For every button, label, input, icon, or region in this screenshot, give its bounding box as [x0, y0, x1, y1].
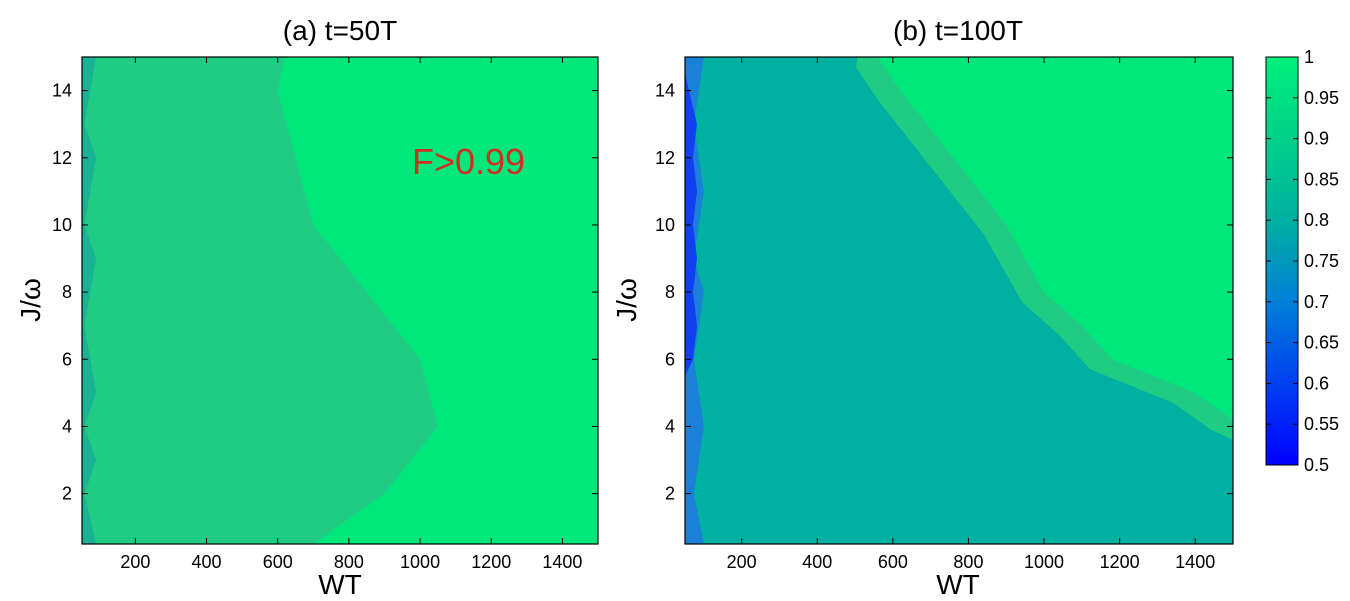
- panel-b-heatmap: [685, 57, 1233, 544]
- panel-b-title: (b) t=100T: [893, 15, 1023, 46]
- x-tick-label: 1400: [542, 552, 582, 572]
- x-tick-label: 200: [120, 552, 150, 572]
- y-tick-label: 2: [665, 484, 675, 504]
- panel-a-frame: [81, 56, 599, 545]
- y-tick-label: 2: [62, 484, 72, 504]
- y-tick-label: 14: [52, 81, 72, 101]
- x-tick-label: 600: [878, 552, 908, 572]
- colorbar-tick-label: 0.85: [1304, 169, 1339, 189]
- colorbar-tick-label: 0.8: [1304, 210, 1329, 230]
- y-tick-label: 12: [52, 148, 72, 168]
- panel-a-heatmap: [82, 57, 598, 544]
- y-tick-label: 8: [62, 282, 72, 302]
- x-tick-label: 800: [334, 552, 364, 572]
- panel-a-xlabel: WT: [318, 569, 362, 600]
- panel-a-title: (a) t=50T: [283, 15, 397, 46]
- panel-a-annotation: F>0.99: [412, 141, 525, 182]
- x-tick-label: 1400: [1175, 552, 1215, 572]
- colorbar-ticks: 0.5 0.55 0.6 0.65 0.7 0.75 0.8 0.85 0.9 0.95 1: [1266, 47, 1339, 475]
- x-tick-label: 1200: [471, 552, 511, 572]
- x-tick-label: 800: [953, 552, 983, 572]
- panel-b-high-region: [877, 57, 1233, 420]
- x-tick-label: 1000: [1024, 552, 1064, 572]
- x-tick-label: 200: [727, 552, 757, 572]
- panel-a-mid-region: [82, 57, 438, 544]
- y-tick-label: 6: [62, 349, 72, 369]
- colorbar-gradient: [1265, 56, 1299, 466]
- x-tick-label: 400: [802, 552, 832, 572]
- colorbar-tick-label: 0.95: [1304, 88, 1339, 108]
- panel-a-y-ticks: 2 4 6 8 10 12 14: [52, 81, 598, 504]
- panel-a: (a) t=50T 200 400 600 800 1000 1200 1400 2 4 6 8 1…: [15, 15, 599, 600]
- colorbar-tick-label: 0.9: [1304, 129, 1329, 149]
- colorbar-tick-label: 0.5: [1304, 455, 1329, 475]
- x-tick-label: 400: [192, 552, 222, 572]
- panel-a-ylabel: J/ω: [15, 278, 46, 322]
- panel-a-x-ticks: 200 400 600 800 1000 1200 1400: [120, 57, 582, 572]
- colorbar-tick-label: 0.6: [1304, 373, 1329, 393]
- panel-b-y-ticks: 2 4 6 8 10 12 14: [655, 81, 1233, 504]
- colorbar-tick-label: 1: [1304, 47, 1314, 67]
- panel-b-x-ticks: 200 400 600 800 1000 1200 1400: [727, 57, 1215, 572]
- panel-b-frame: [684, 56, 1234, 545]
- y-tick-label: 10: [52, 215, 72, 235]
- panel-b-xlabel: WT: [936, 569, 980, 600]
- panel-b-ylabel: J/ω: [611, 278, 642, 322]
- x-tick-label: 600: [263, 552, 293, 572]
- y-tick-label: 14: [655, 81, 675, 101]
- colorbar-tick-label: 0.55: [1304, 414, 1339, 434]
- y-tick-label: 4: [62, 416, 72, 436]
- y-tick-label: 10: [655, 215, 675, 235]
- y-tick-label: 8: [665, 282, 675, 302]
- x-tick-label: 1000: [400, 552, 440, 572]
- panel-b: (b) t=100T 200 400 600 800 1000 1200 1400 2 4 6 8…: [611, 15, 1234, 600]
- colorbar-tick-label: 0.65: [1304, 333, 1339, 353]
- y-tick-label: 6: [665, 349, 675, 369]
- colorbar: 0.5 0.55 0.6 0.65 0.7 0.75 0.8 0.85 0.9 0.95 1: [1265, 47, 1339, 475]
- y-tick-label: 12: [655, 148, 675, 168]
- colorbar-tick-label: 0.75: [1304, 251, 1339, 271]
- colorbar-tick-label: 0.7: [1304, 292, 1329, 312]
- x-tick-label: 1200: [1100, 552, 1140, 572]
- y-tick-label: 4: [665, 416, 675, 436]
- panel-a-left-edge: [82, 57, 97, 544]
